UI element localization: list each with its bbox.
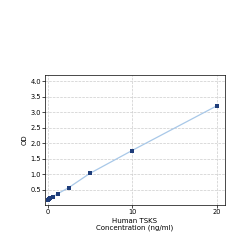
X-axis label: Human TSKS
Concentration (ng/ml): Human TSKS Concentration (ng/ml)	[96, 218, 174, 232]
Point	[56, 192, 60, 196]
Point	[214, 104, 218, 108]
Point	[46, 198, 50, 202]
Point	[88, 172, 92, 175]
Point	[130, 148, 134, 152]
Point	[51, 195, 55, 199]
Y-axis label: OD: OD	[22, 135, 28, 145]
Point	[47, 197, 51, 201]
Point	[48, 196, 52, 200]
Point	[67, 186, 71, 190]
